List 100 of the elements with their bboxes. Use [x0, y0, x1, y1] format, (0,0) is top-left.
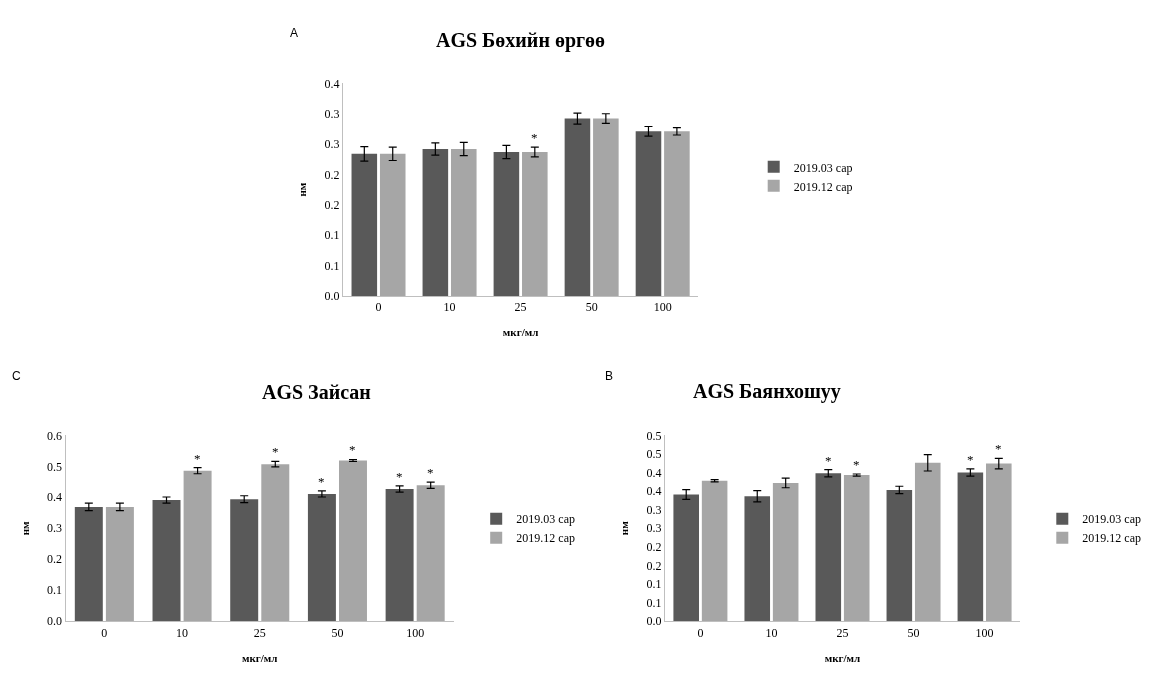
- legend-label: 2019.03 сар: [516, 512, 576, 527]
- x-tick-label: 0: [697, 625, 704, 640]
- bar: [772, 482, 799, 622]
- bar: [522, 152, 548, 296]
- x-tick-label: 50: [585, 300, 598, 315]
- legend-label: 2019.12 сар: [516, 531, 576, 546]
- legend-label: 2019.12 сар: [793, 179, 853, 194]
- x-tick-label: 50: [331, 625, 344, 640]
- bar: [450, 148, 477, 296]
- bar: [307, 493, 336, 622]
- annotation: *: [531, 130, 538, 145]
- y-tick-label: 0.2: [646, 558, 662, 573]
- y-tick-label: 0.0: [47, 614, 63, 629]
- x-tick-label: 10: [443, 300, 456, 315]
- annotation: *: [995, 441, 1002, 456]
- x-tick-label: 100: [975, 625, 994, 640]
- x-tick-label: 0: [375, 300, 382, 315]
- y-tick-label: 0.3: [646, 521, 662, 536]
- y-tick-label: 0.3: [324, 106, 340, 121]
- bar: [664, 131, 690, 296]
- bar: [385, 488, 414, 622]
- y-tick-label: 0.0: [646, 614, 662, 629]
- chart-title: AGS Бөхийн өргөө: [436, 29, 606, 52]
- bar: [957, 472, 984, 622]
- bar: [261, 464, 290, 622]
- y-tick-label: 0.4: [646, 484, 662, 499]
- bar: [701, 480, 728, 622]
- bar: [183, 470, 212, 622]
- y-axis-title: нм: [618, 520, 631, 536]
- y-tick-label: 0.1: [324, 228, 340, 243]
- chart-title: AGS Баянхошуу: [693, 380, 841, 403]
- y-tick-label: 0.1: [324, 258, 340, 273]
- bar: [815, 473, 842, 622]
- text: B: [605, 369, 614, 383]
- y-tick-label: 0.0: [324, 289, 340, 304]
- chart-title: AGS Зайсан: [262, 381, 371, 403]
- y-tick-label: 0.4: [324, 76, 340, 91]
- y-axis-title: нм: [296, 182, 309, 197]
- x-axis-title: мкг/мл: [824, 651, 861, 664]
- x-tick-label: 10: [176, 625, 189, 640]
- x-tick-label: 25: [514, 300, 527, 315]
- y-axis-title: нм: [18, 520, 31, 536]
- y-tick-label: 0.2: [324, 198, 340, 213]
- y-tick-label: 0.4: [47, 490, 63, 505]
- y-tick-label: 0.5: [47, 459, 63, 474]
- y-tick-label: 0.3: [324, 137, 340, 152]
- bar: [986, 463, 1012, 622]
- bar: [230, 499, 259, 622]
- bar: [105, 506, 134, 622]
- bar: [351, 153, 378, 296]
- y-tick-label: 0.5: [646, 428, 662, 443]
- y-tick-label: 0.1: [47, 583, 63, 598]
- x-tick-label: 50: [907, 625, 920, 640]
- bar: [886, 489, 913, 622]
- y-tick-label: 0.2: [646, 540, 662, 555]
- annotation: *: [272, 444, 279, 459]
- text: C: [12, 369, 21, 383]
- x-tick-label: 10: [765, 625, 778, 640]
- bar: [914, 462, 941, 622]
- y-tick-label: 0.2: [324, 167, 340, 182]
- bar: [564, 118, 591, 296]
- legend-label: 2019.03 сар: [1082, 512, 1142, 527]
- x-axis-title: мкг/мл: [502, 326, 539, 339]
- x-tick-label: 0: [101, 625, 108, 640]
- y-tick-label: 0.1: [646, 595, 662, 610]
- bar: [74, 506, 103, 622]
- y-tick-label: 0.4: [646, 465, 662, 480]
- annotation: *: [427, 465, 434, 480]
- bar: [416, 485, 445, 622]
- x-tick-label: 25: [836, 625, 849, 640]
- x-axis-title: мкг/мл: [241, 651, 278, 664]
- bar: [339, 460, 367, 622]
- y-tick-label: 0.5: [646, 447, 662, 462]
- bar: [152, 500, 181, 622]
- annotation: *: [194, 451, 201, 466]
- bar: [493, 152, 520, 296]
- annotation: *: [853, 457, 860, 472]
- text: A: [290, 26, 299, 40]
- y-tick-label: 0.3: [47, 521, 63, 536]
- annotation: *: [396, 469, 403, 484]
- bar: [422, 148, 449, 296]
- x-tick-label: 25: [253, 625, 266, 640]
- y-tick-label: 0.6: [47, 428, 63, 443]
- bar: [635, 131, 662, 296]
- bar: [673, 494, 699, 622]
- x-tick-label: 100: [406, 625, 425, 640]
- annotation: *: [967, 452, 974, 467]
- y-tick-label: 0.3: [646, 502, 662, 517]
- bar: [379, 153, 406, 296]
- annotation: *: [825, 453, 832, 468]
- y-tick-label: 0.2: [47, 552, 63, 567]
- annotation: *: [318, 474, 325, 489]
- annotation: *: [349, 442, 356, 457]
- x-tick-label: 100: [653, 300, 672, 315]
- bar: [744, 496, 771, 622]
- bar: [843, 475, 870, 622]
- legend-label: 2019.03 сар: [793, 160, 853, 175]
- legend-label: 2019.12 сар: [1082, 531, 1142, 546]
- y-tick-label: 0.1: [646, 577, 662, 592]
- bar: [593, 118, 619, 296]
